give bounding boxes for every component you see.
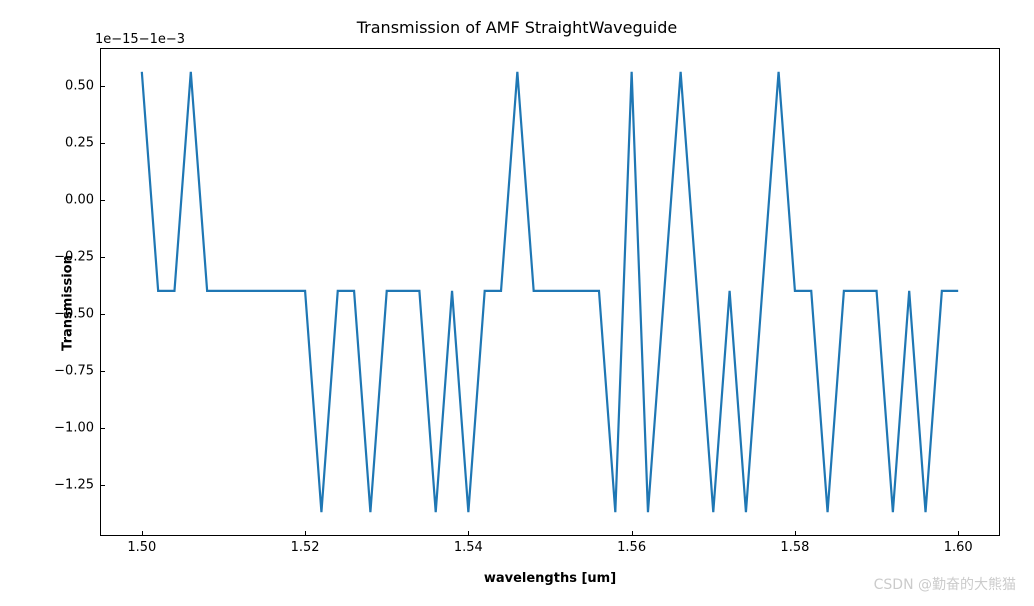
x-tick-mark	[632, 531, 633, 536]
line-plot-svg	[101, 49, 999, 535]
y-axis-label: Transmission	[60, 255, 75, 351]
chart-container: Transmission of AMF StraightWaveguide 1e…	[0, 0, 1034, 606]
x-tick-mark	[468, 531, 469, 536]
y-tick-label: −1.25	[34, 477, 94, 492]
y-tick-mark	[100, 371, 105, 372]
x-tick-label: 1.50	[127, 540, 156, 555]
y-tick-mark	[100, 428, 105, 429]
x-tick-label: 1.60	[944, 540, 973, 555]
y-tick-mark	[100, 200, 105, 201]
y-tick-label: 0.25	[34, 135, 94, 150]
plot-area	[100, 48, 1000, 536]
data-line	[142, 72, 958, 512]
x-tick-mark	[142, 531, 143, 536]
y-tick-mark	[100, 143, 105, 144]
x-tick-label: 1.52	[291, 540, 320, 555]
y-tick-label: −0.50	[34, 306, 94, 321]
y-tick-label: 0.50	[34, 78, 94, 93]
y-tick-mark	[100, 86, 105, 87]
y-tick-label: −0.75	[34, 363, 94, 378]
y-tick-label: −1.00	[34, 420, 94, 435]
y-tick-mark	[100, 257, 105, 258]
x-tick-label: 1.56	[617, 540, 646, 555]
x-tick-label: 1.54	[454, 540, 483, 555]
x-tick-mark	[795, 531, 796, 536]
x-tick-mark	[305, 531, 306, 536]
x-tick-mark	[958, 531, 959, 536]
y-tick-label: 0.00	[34, 192, 94, 207]
axis-offset-text: 1e−15−1e−3	[95, 32, 185, 47]
y-tick-mark	[100, 485, 105, 486]
x-axis-label: wavelengths [um]	[100, 571, 1000, 586]
y-tick-mark	[100, 314, 105, 315]
x-tick-label: 1.58	[780, 540, 809, 555]
watermark-text: CSDN @勤奋的大熊猫	[874, 574, 1016, 594]
y-tick-label: −0.25	[34, 249, 94, 264]
